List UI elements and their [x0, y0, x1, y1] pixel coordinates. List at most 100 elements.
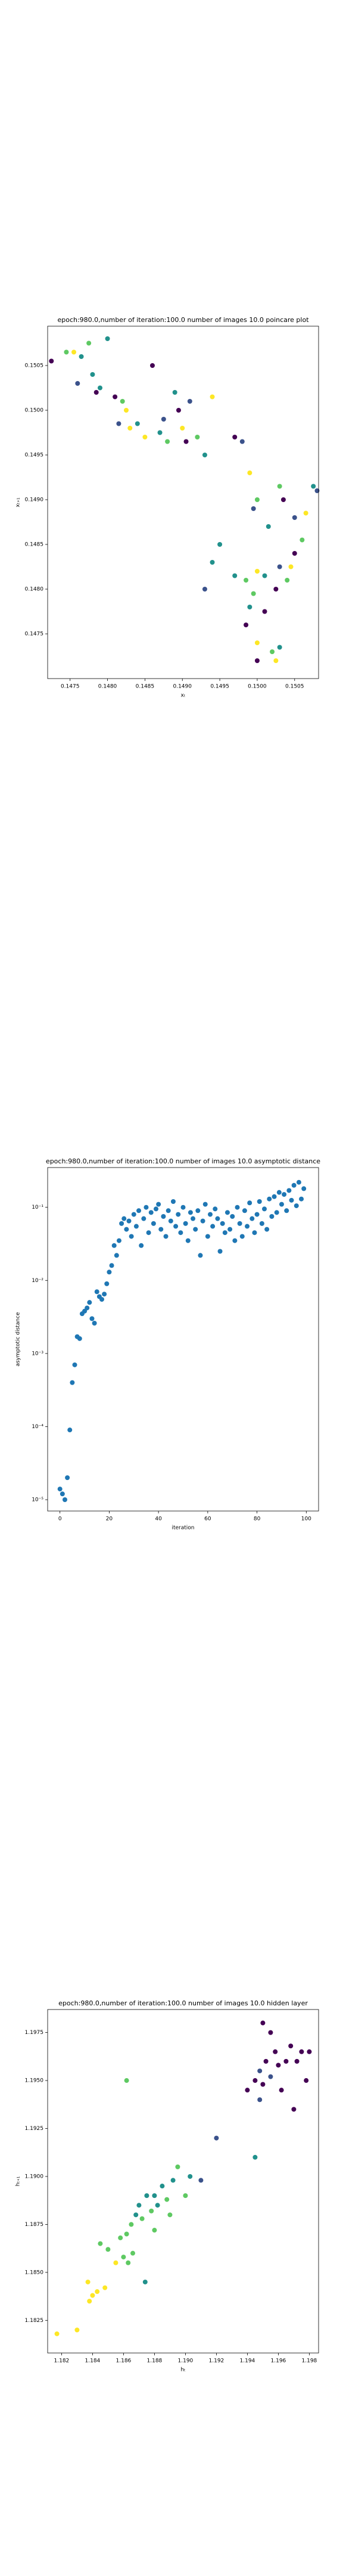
point — [296, 1179, 301, 1185]
point — [263, 2058, 269, 2064]
point — [288, 2044, 294, 2049]
plot-frame — [47, 1167, 319, 1512]
point — [124, 2231, 129, 2237]
y-tick-label: 10⁻¹ — [32, 1205, 43, 1210]
point — [270, 649, 275, 654]
point — [227, 1227, 233, 1232]
point — [303, 510, 308, 516]
point — [119, 1221, 124, 1226]
point — [268, 2030, 273, 2035]
point — [247, 605, 252, 609]
point — [151, 1221, 156, 1226]
point — [160, 2184, 165, 2189]
x-tick-label: 1.184 — [85, 2358, 101, 2364]
point — [217, 542, 223, 547]
chart-title: epoch:980.0,number of iteration:100.0 nu… — [46, 1157, 320, 1165]
y-tick-label: 10⁻³ — [32, 1351, 43, 1357]
point — [244, 623, 249, 627]
point — [277, 645, 282, 650]
point — [152, 2228, 157, 2233]
point — [178, 1230, 183, 1236]
point — [299, 2049, 304, 2054]
y-tick-label: 0.1490 — [25, 497, 44, 503]
point — [136, 2203, 142, 2208]
point — [294, 1203, 299, 1209]
point — [62, 1497, 67, 1503]
y-tick-label: 1.1900 — [25, 2174, 44, 2179]
point — [214, 2135, 219, 2141]
point — [230, 1214, 235, 1219]
point — [157, 430, 163, 435]
point — [148, 1210, 154, 1215]
point — [291, 1182, 297, 1188]
point — [288, 564, 294, 569]
point — [272, 1194, 277, 1199]
point — [149, 2208, 154, 2213]
point — [277, 484, 282, 489]
point — [99, 1297, 104, 1302]
point — [129, 1234, 134, 1239]
point — [284, 1208, 289, 1213]
x-tick-label: 0.1500 — [248, 684, 267, 690]
point — [113, 2260, 119, 2265]
y-tick-label: 1.1925 — [25, 2126, 44, 2132]
y-tick-label: 0.1480 — [25, 587, 44, 593]
point — [191, 1216, 196, 1221]
y-tick-label: 0.1475 — [25, 631, 44, 637]
point — [144, 2193, 149, 2199]
point — [126, 1218, 132, 1224]
point — [127, 426, 133, 431]
point — [123, 408, 129, 413]
point — [133, 1224, 139, 1229]
point — [142, 435, 148, 439]
point — [57, 1487, 63, 1492]
point — [200, 1218, 205, 1224]
point — [126, 2260, 131, 2265]
y-tick-label: 10⁻² — [32, 1278, 43, 1284]
point — [129, 2222, 134, 2227]
point — [257, 2097, 263, 2103]
point — [64, 349, 69, 355]
point — [300, 537, 305, 543]
point — [247, 1200, 252, 1206]
point — [156, 1202, 161, 1207]
point — [257, 1199, 262, 1204]
y-tick-label: 0.1505 — [25, 363, 44, 369]
point — [273, 587, 279, 592]
point — [273, 2049, 278, 2054]
y-tick-label: 0.1500 — [25, 408, 44, 414]
point — [279, 1202, 284, 1207]
point — [109, 1263, 114, 1268]
point — [149, 363, 155, 368]
point — [87, 1300, 92, 1305]
point — [158, 1227, 164, 1232]
point — [251, 506, 256, 511]
point — [195, 1208, 201, 1213]
point — [107, 1270, 112, 1275]
x-tick-label: 0 — [58, 1516, 62, 1522]
point — [291, 2107, 297, 2112]
point — [286, 1188, 292, 1193]
x-tick-label: 0.1505 — [285, 684, 304, 690]
x-tick-label: 1.190 — [178, 2358, 194, 2364]
point — [65, 1475, 70, 1481]
x-tick-label: 0.1480 — [98, 684, 117, 690]
x-tick-label: 0.1485 — [136, 684, 155, 690]
x-tick-label: 0.1495 — [210, 684, 229, 690]
point — [141, 1216, 146, 1221]
point — [237, 1221, 242, 1226]
point — [60, 1491, 65, 1497]
point — [165, 439, 170, 444]
point — [94, 1289, 99, 1295]
point — [152, 2193, 157, 2199]
point — [166, 1208, 171, 1213]
point — [266, 524, 271, 529]
point — [277, 564, 282, 569]
x-tick-label: 0.1475 — [61, 684, 80, 690]
point — [118, 2235, 123, 2240]
point — [176, 1212, 181, 1217]
point — [262, 1206, 267, 1212]
y-tick-label: 10⁻⁵ — [32, 1497, 43, 1503]
point — [116, 1238, 121, 1243]
